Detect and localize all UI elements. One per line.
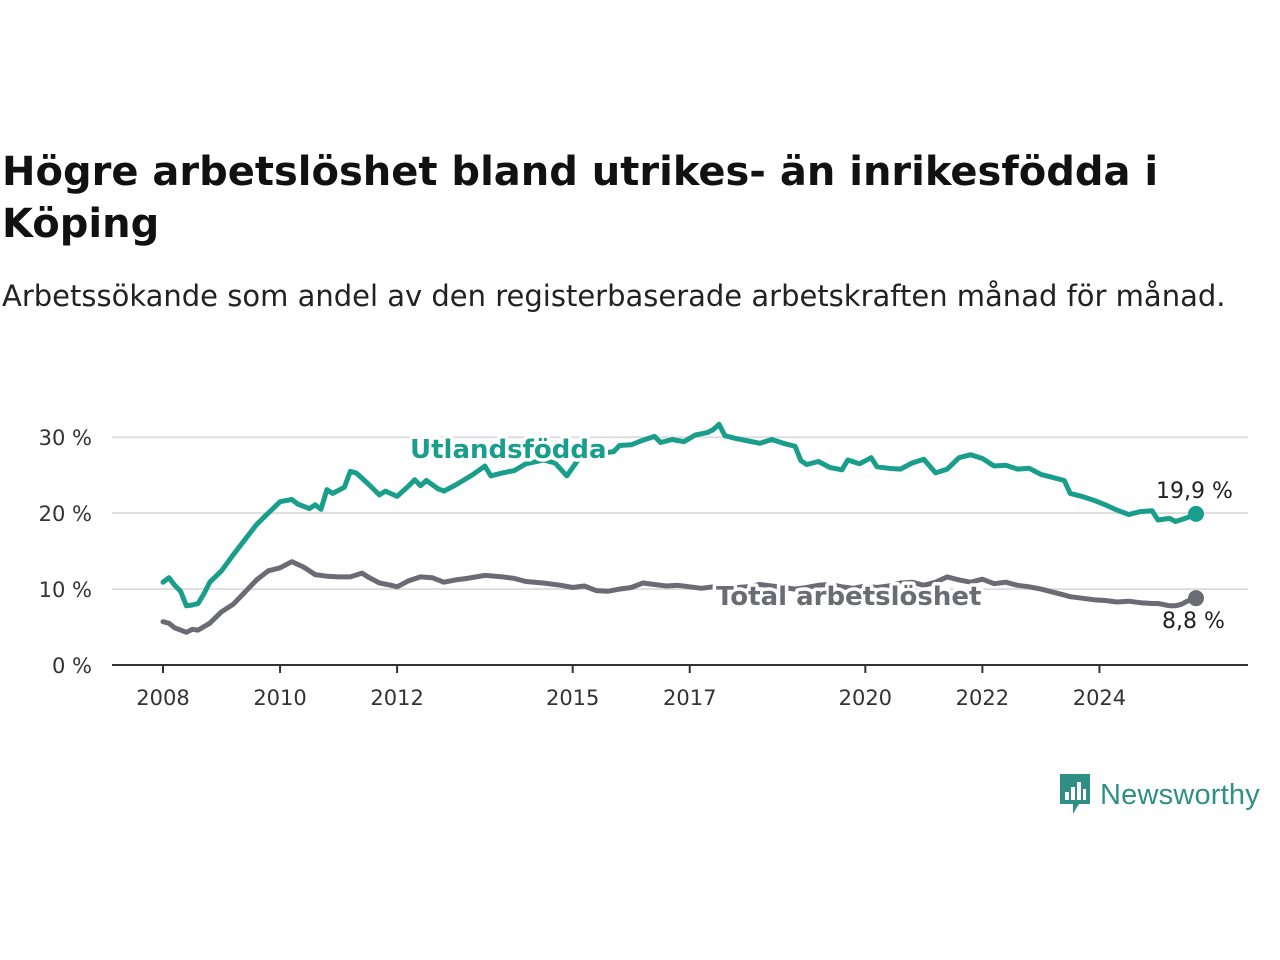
y-tick-label: 0 %	[52, 654, 92, 678]
chart-title: Högre arbetslöshet bland utrikes- än inr…	[2, 149, 1159, 247]
utlandsfodda-series-label: Utlandsfödda	[410, 435, 607, 465]
x-tick-label: 2012	[370, 686, 423, 710]
newsworthy-logo: Newsworthy	[1058, 772, 1260, 818]
bar-chart-speech-bubble-icon	[1060, 774, 1090, 814]
y-tick-label: 10 %	[39, 578, 92, 602]
x-tick-label: 2015	[546, 686, 599, 710]
x-tick-label: 2017	[663, 686, 716, 710]
x-tick-label: 2024	[1073, 686, 1126, 710]
y-tick-label: 20 %	[39, 502, 92, 526]
x-tick-label: 2010	[253, 686, 306, 710]
brand-name: Newsworthy	[1100, 778, 1260, 811]
x-tick-label: 2008	[136, 686, 189, 710]
y-tick-label: 30 %	[39, 426, 92, 450]
total-arbetsloshet-series-label: Total arbetslöshet	[716, 582, 981, 612]
line-chart: 0 % 10 % 20 % 30 % 2008 2010 2012 2015 2017 2020 2…	[39, 421, 1248, 710]
x-tick-label: 2020	[839, 686, 892, 710]
utlandsfodda-end-point	[1188, 505, 1204, 522]
utlandsfodda-end-label: 19,9 %	[1156, 479, 1233, 504]
total-arbetsloshet-line	[160, 559, 1199, 635]
chart-subtitle: Arbetssökande som andel av den registerb…	[2, 279, 1226, 313]
x-tick-label: 2022	[956, 686, 1009, 710]
utlandsfodda-line	[160, 421, 1199, 609]
total-arbetsloshet-end-label: 8,8 %	[1162, 609, 1225, 634]
total-arbetsloshet-end-point	[1188, 590, 1204, 607]
